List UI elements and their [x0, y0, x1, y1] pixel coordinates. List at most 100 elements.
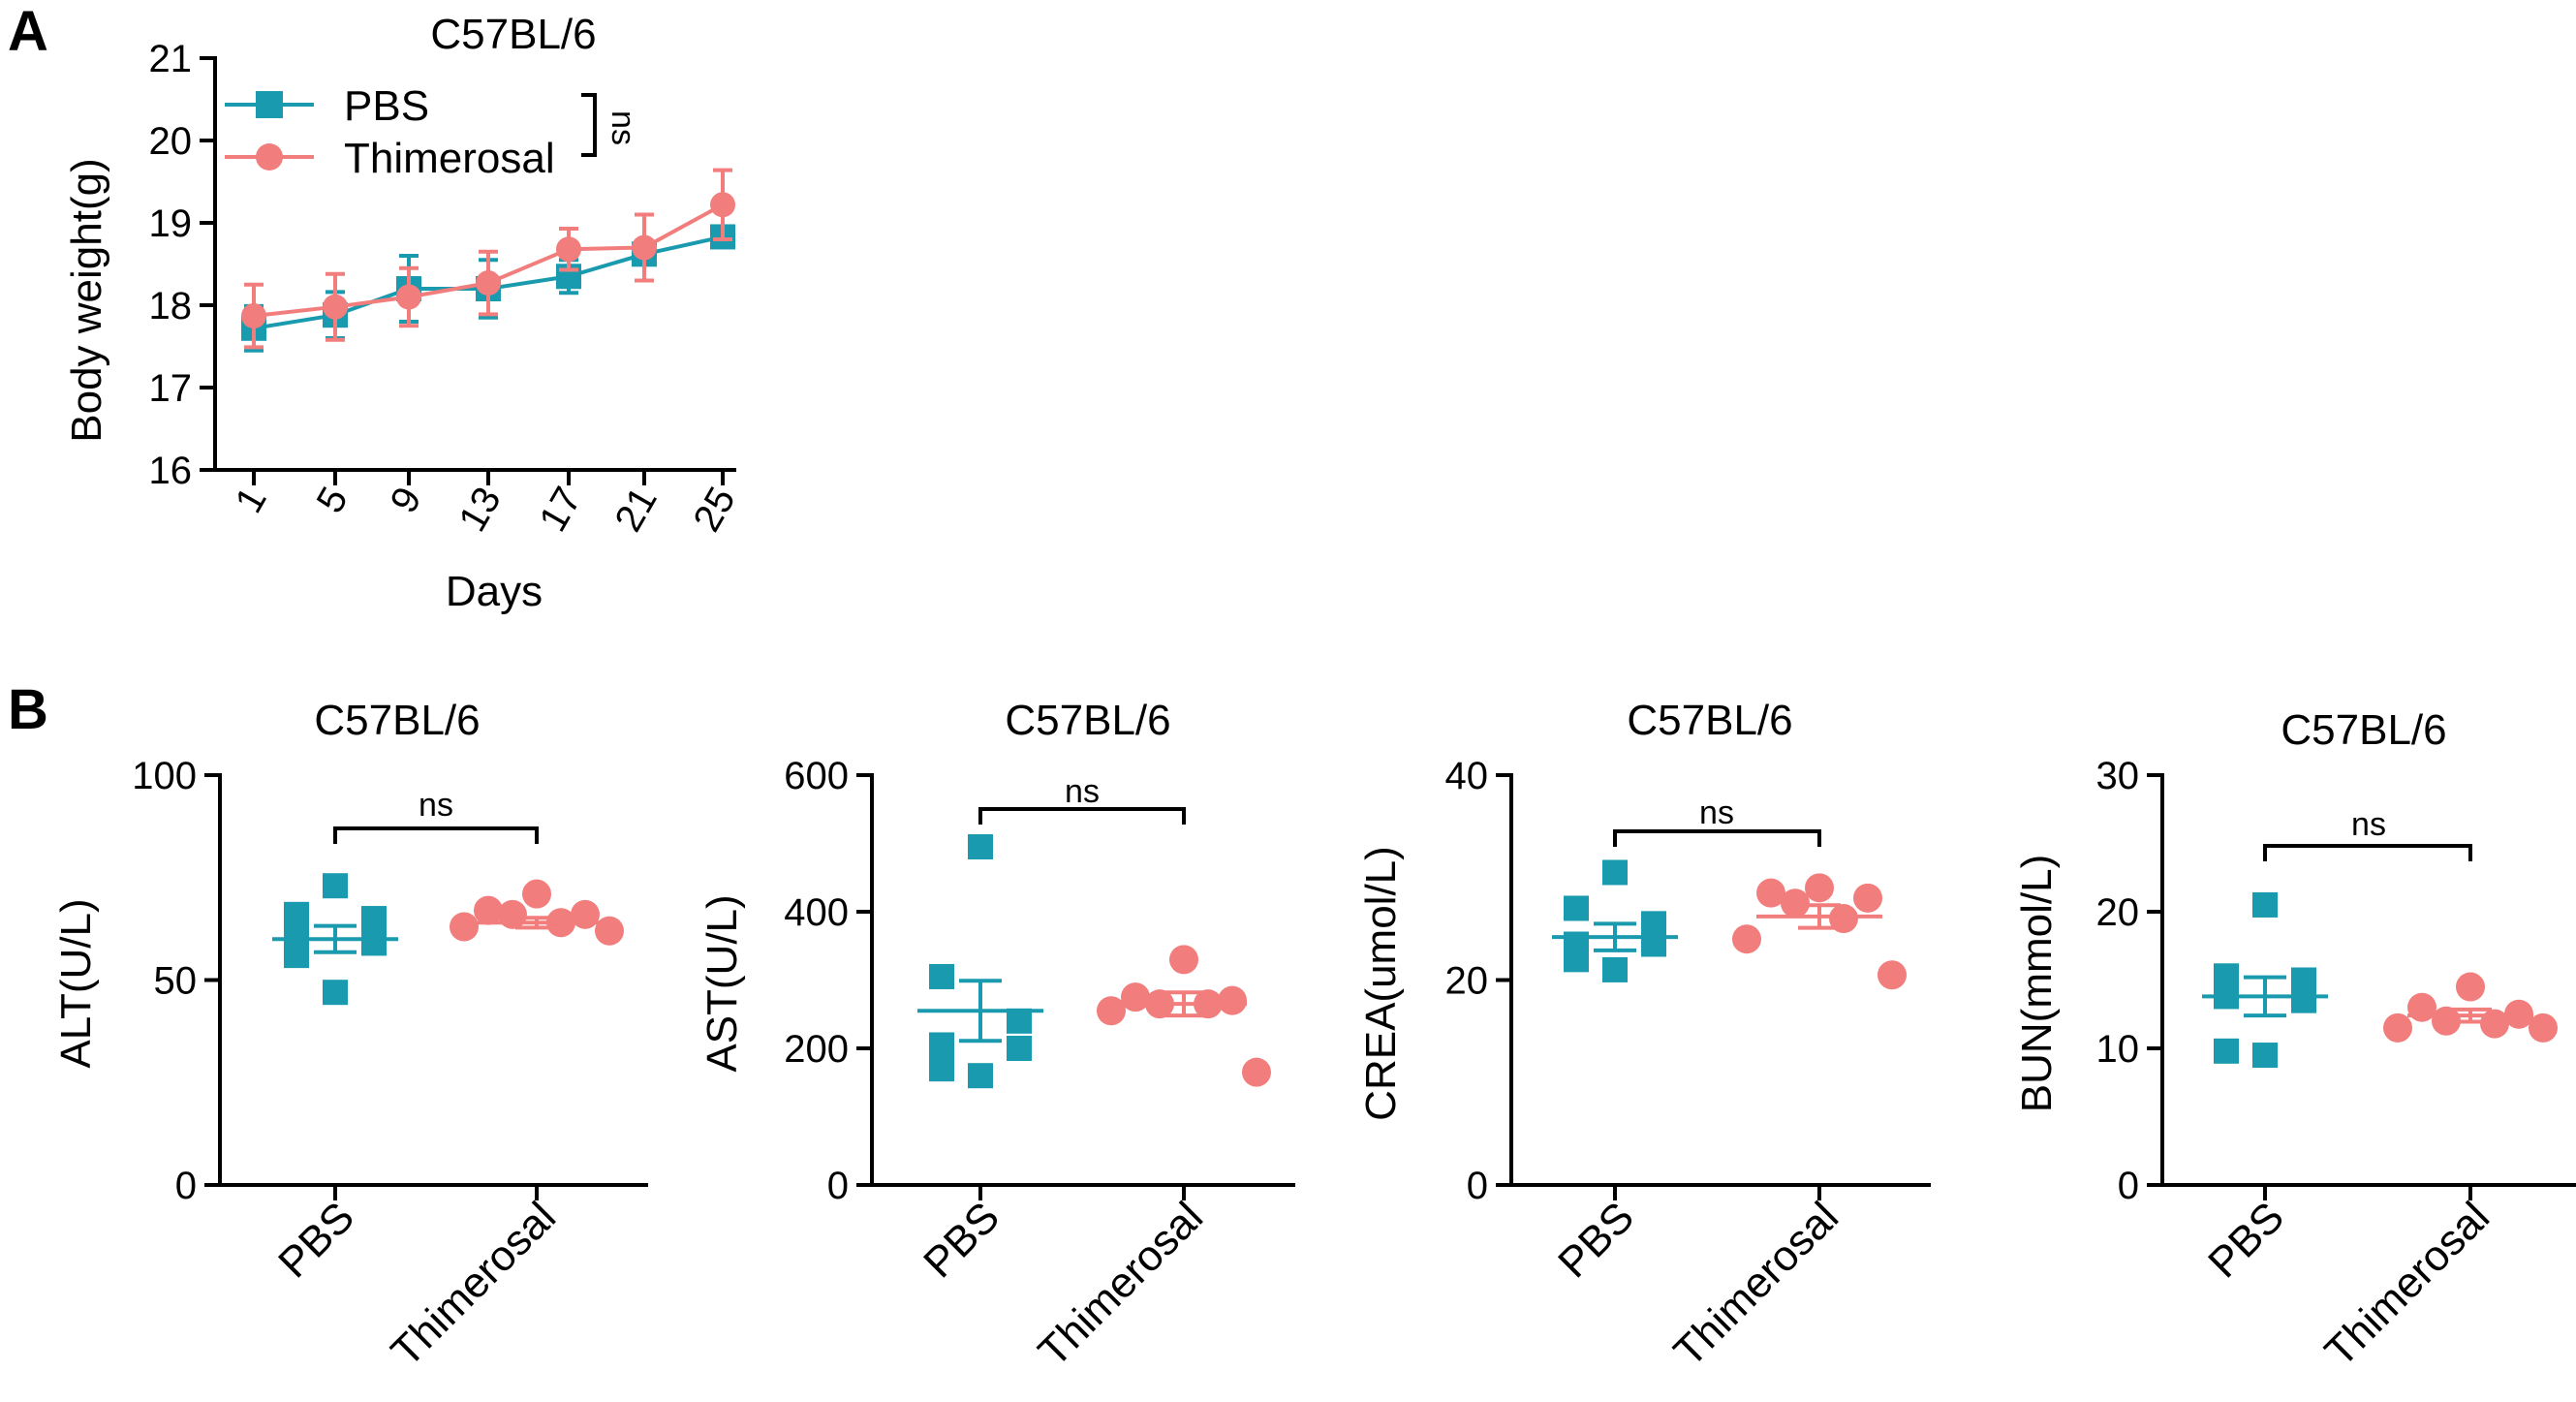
scatter-b4-xtick-label: Thimerosal — [2316, 1193, 2499, 1376]
chart-a-ns-annotation: ns — [605, 110, 641, 145]
scatter-b2-ytick-label: 200 — [784, 1028, 849, 1071]
chart-a-xtick-label: 5 — [309, 481, 357, 520]
scatter-b4-point-thimerosal — [2456, 972, 2485, 1002]
chart-a-xtick-label: 13 — [450, 481, 509, 540]
scatter-b1-point-thimerosal — [595, 916, 624, 946]
data-point-thimerosal — [476, 270, 501, 296]
chart-a-xtick-label: 17 — [531, 481, 589, 540]
scatter-b4-point-pbs — [2291, 987, 2316, 1013]
scatter-b2-point-pbs — [929, 1056, 954, 1082]
scatter-b2-point-pbs — [968, 834, 993, 860]
scatter-b2-ytick-label: 400 — [784, 891, 849, 934]
scatter-b3-ytick-label: 40 — [1445, 755, 1489, 797]
chart-a-significance-bracket — [581, 93, 597, 157]
scatter-b2-point-pbs — [968, 1063, 993, 1089]
scatter-b4-ytick-label: 0 — [2118, 1165, 2139, 1207]
chart-a-ytick-label: 20 — [149, 120, 193, 163]
legend-label-pbs: PBS — [344, 82, 429, 130]
scatter-b4-point-pbs — [2252, 891, 2278, 918]
legend-marker-pbs — [256, 91, 283, 118]
crea-chart: C57BL/6 CREA(umol/L) ns 0 20 40 PBS Thimeros… — [1357, 697, 1931, 1376]
scatter-b3-ytick-label: 20 — [1445, 960, 1489, 1003]
scatter-b3-point-thimerosal — [1853, 883, 1882, 913]
scatter-b4-point-pbs — [2252, 1043, 2278, 1069]
bun-chart-ylabel: BUN(mmol/L) — [2013, 855, 2061, 1112]
scatter-b2-point-pbs — [929, 1032, 954, 1058]
crea-chart-ylabel: CREA(umol/L) — [1357, 846, 1405, 1121]
scatter-b4-ytick-label: 20 — [2096, 891, 2140, 934]
scatter-b3-point-thimerosal — [1805, 873, 1834, 903]
chart-a-ytick-label: 21 — [149, 38, 193, 80]
bun-chart-ns-annotation: ns — [2351, 806, 2386, 843]
chart-a-xtick-label: 25 — [685, 481, 743, 540]
scatter-b1-point-pbs — [284, 901, 309, 927]
scatter-b3-xtick-label: PBS — [1549, 1193, 1643, 1287]
scatter-b3-point-pbs — [1564, 895, 1589, 921]
chart-a-ytick-label: 18 — [149, 285, 193, 327]
scatter-b4-point-thimerosal — [2480, 1009, 2509, 1039]
ast-chart-ylabel: AST(U/L) — [698, 894, 746, 1072]
chart-a-xlabel: Days — [446, 568, 543, 615]
scatter-b1-xtick-label: PBS — [269, 1193, 363, 1287]
scatter-b3-point-thimerosal — [1732, 924, 1761, 954]
chart-a-ytick-label: 16 — [149, 450, 193, 492]
scatter-b3-point-pbs — [1564, 947, 1589, 973]
scatter-b1-point-pbs — [284, 943, 309, 969]
bun-chart: C57BL/6 BUN(mmol/L) ns 0 10 20 30 PBS Thimero… — [2013, 706, 2576, 1376]
chart-a-ytick-label: 17 — [149, 367, 193, 410]
crea-chart-ns-annotation: ns — [1699, 794, 1734, 831]
scatter-b2-point-thimerosal — [1097, 996, 1126, 1026]
scatter-b2-significance-bracket — [978, 807, 1186, 825]
scatter-b3-point-thimerosal — [1781, 888, 1810, 919]
scatter-b1-point-thimerosal — [522, 879, 551, 909]
scatter-b2-point-pbs — [929, 963, 954, 989]
scatter-b1-point-pbs — [361, 930, 387, 956]
scatter-b2-point-thimerosal — [1169, 945, 1198, 975]
alt-chart-ns-annotation: ns — [419, 787, 453, 824]
data-point-thimerosal — [710, 192, 735, 218]
scatter-b3-xtick-label: Thimerosal — [1665, 1193, 1848, 1376]
data-point-thimerosal — [323, 294, 348, 320]
body-weight-chart: C57BL/6 Body weight(g) Days PBS Thimeros… — [63, 11, 744, 615]
chart-a-title: C57BL/6 — [430, 11, 596, 58]
scatter-b1-ytick-label: 100 — [132, 755, 197, 797]
scatter-b3-point-pbs — [1602, 956, 1628, 982]
panel-label-b: B — [8, 678, 48, 741]
scatter-b1-significance-bracket — [333, 826, 539, 844]
alt-chart: C57BL/6 ALT(U/L) ns 0 50 100 PBS Thimerosal — [52, 697, 648, 1376]
data-point-thimerosal — [241, 303, 266, 329]
scatter-b2-ytick-label: 600 — [784, 755, 849, 797]
scatter-b4-point-thimerosal — [2383, 1013, 2412, 1043]
scatter-b3-ytick-label: 0 — [1467, 1165, 1488, 1207]
legend-marker-thimerosal — [256, 143, 283, 171]
scatter-b2-ytick-label: 0 — [827, 1165, 849, 1207]
chart-a-xtick-label: 1 — [228, 481, 275, 520]
scatter-b2-point-pbs — [1007, 1036, 1032, 1061]
scatter-b4-ytick-label: 30 — [2096, 755, 2140, 797]
data-point-thimerosal — [632, 234, 657, 261]
scatter-b4-ytick-label: 10 — [2096, 1028, 2140, 1071]
data-point-thimerosal — [396, 284, 421, 310]
alt-chart-title: C57BL/6 — [314, 697, 480, 744]
scatter-b1-ytick-label: 50 — [154, 960, 198, 1003]
panel-label-a: A — [8, 0, 48, 63]
scatter-b1-point-thimerosal — [498, 899, 527, 929]
scatter-b4-point-thimerosal — [2529, 1013, 2558, 1043]
scatter-b2-xtick-label: PBS — [915, 1193, 1009, 1287]
ast-chart-title: C57BL/6 — [1005, 697, 1170, 744]
scatter-b3-point-pbs — [1602, 859, 1628, 886]
scatter-b3-point-thimerosal — [1756, 878, 1785, 908]
chart-a-xtick-label: 21 — [606, 481, 665, 540]
chart-a-ytick-label: 19 — [149, 203, 193, 245]
scatter-b2-xtick-label: Thimerosal — [1030, 1193, 1213, 1376]
scatter-b1-point-pbs — [323, 980, 348, 1006]
scatter-b3-point-thimerosal — [1878, 960, 1907, 990]
crea-chart-title: C57BL/6 — [1627, 697, 1792, 744]
chart-a-xtick-label: 9 — [383, 481, 430, 520]
scatter-b1-point-thimerosal — [474, 895, 503, 925]
scatter-b1-ytick-label: 0 — [175, 1165, 197, 1207]
scatter-b1-point-pbs — [323, 873, 348, 899]
scatter-b3-point-thimerosal — [1829, 904, 1858, 934]
chart-a-ylabel: Body weight(g) — [63, 158, 110, 442]
